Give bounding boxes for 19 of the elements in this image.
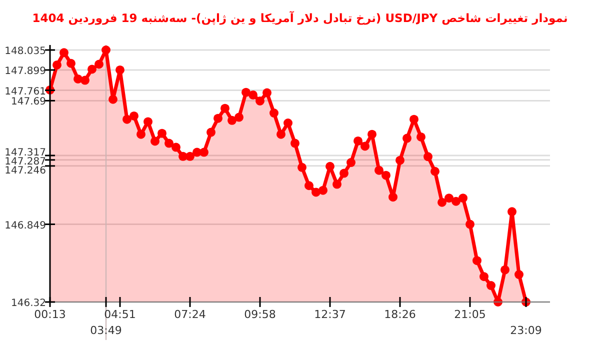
y-tick-label: 147.246 (4, 165, 46, 176)
y-tick-label: 147.761 (4, 86, 46, 98)
chart-title: نمودار تغییرات شاخص USD/JPY (نرخ تبادل دلار آمریکا و ین ژاپن)- سه‌شنبه 19 فروردین 1404 (32, 11, 568, 25)
x-tick-label: 21:05 (454, 308, 486, 321)
y-tick-label: 147.317 (4, 147, 46, 158)
x-tick-label: 03:49 (90, 324, 122, 337)
x-tick-label: 18:26 (384, 308, 416, 321)
y-tick-label: 147.287 (4, 156, 46, 168)
y-tick-label: 148.035 (4, 46, 46, 57)
y-tick-label: 147.69 (11, 96, 46, 108)
y-tick-label: 147.899 (4, 66, 46, 77)
y-tick-label: 146.32 (11, 298, 46, 309)
x-tick-label: 07:24 (174, 308, 206, 321)
x-tick-label: 04:51 (104, 308, 136, 321)
x-tick-label: 00:13 (34, 308, 66, 321)
x-tick-label: 23:09 (510, 324, 542, 337)
y-tick-label: 146.849 (4, 220, 46, 232)
x-tick-label: 12:37 (314, 308, 346, 321)
x-tick-label: 09:58 (244, 308, 276, 321)
